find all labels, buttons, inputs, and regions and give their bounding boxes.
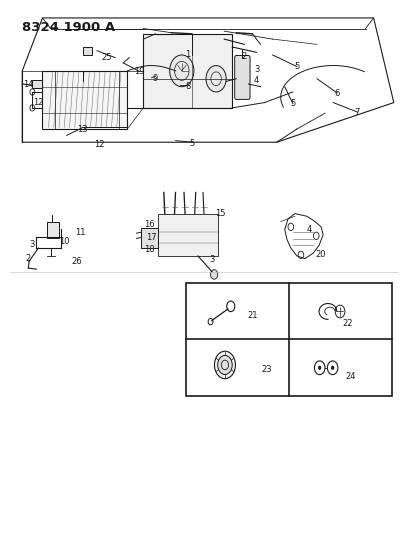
Text: 4: 4	[254, 76, 259, 85]
Circle shape	[206, 66, 226, 92]
Text: 23: 23	[261, 365, 272, 374]
Circle shape	[170, 55, 194, 87]
Circle shape	[211, 270, 218, 279]
FancyBboxPatch shape	[235, 55, 250, 99]
Text: 5: 5	[290, 99, 295, 108]
Text: 8: 8	[185, 82, 191, 91]
Text: 8324 1900 A: 8324 1900 A	[22, 21, 115, 34]
Bar	[144, 34, 232, 108]
Bar	[142, 228, 158, 248]
Text: 9: 9	[153, 74, 158, 83]
Text: 25: 25	[102, 53, 112, 62]
Text: 5: 5	[189, 139, 195, 148]
Text: 2: 2	[242, 52, 247, 61]
Text: 4: 4	[306, 225, 312, 234]
Polygon shape	[42, 71, 127, 129]
Text: 22: 22	[342, 319, 353, 328]
Text: 20: 20	[316, 251, 326, 260]
Text: 18: 18	[144, 245, 155, 254]
Text: 10: 10	[60, 237, 70, 246]
Text: 5: 5	[294, 62, 299, 71]
Text: 21: 21	[247, 311, 258, 320]
Text: 24: 24	[345, 372, 355, 381]
Text: 13: 13	[78, 125, 88, 133]
Circle shape	[218, 356, 232, 375]
Text: 6: 6	[335, 88, 340, 98]
Text: 26: 26	[71, 257, 82, 266]
Text: 14: 14	[23, 79, 33, 88]
Text: 17: 17	[146, 233, 157, 242]
Text: 3: 3	[254, 65, 259, 74]
Text: 3: 3	[209, 255, 215, 264]
Circle shape	[318, 366, 322, 370]
Text: 3: 3	[30, 240, 35, 249]
Bar	[83, 47, 92, 55]
Polygon shape	[32, 80, 42, 88]
Text: 1: 1	[185, 51, 191, 60]
Bar	[47, 222, 59, 238]
Circle shape	[215, 351, 235, 378]
Text: 16: 16	[144, 220, 155, 229]
Text: 19: 19	[134, 67, 145, 76]
Text: 11: 11	[75, 228, 86, 237]
Bar	[186, 284, 392, 396]
Text: 2: 2	[26, 254, 31, 263]
Circle shape	[331, 366, 334, 370]
Text: 12: 12	[94, 140, 104, 149]
Text: 15: 15	[215, 209, 225, 218]
Text: 12: 12	[33, 98, 44, 107]
Text: 7: 7	[355, 108, 360, 117]
Bar	[157, 214, 218, 256]
